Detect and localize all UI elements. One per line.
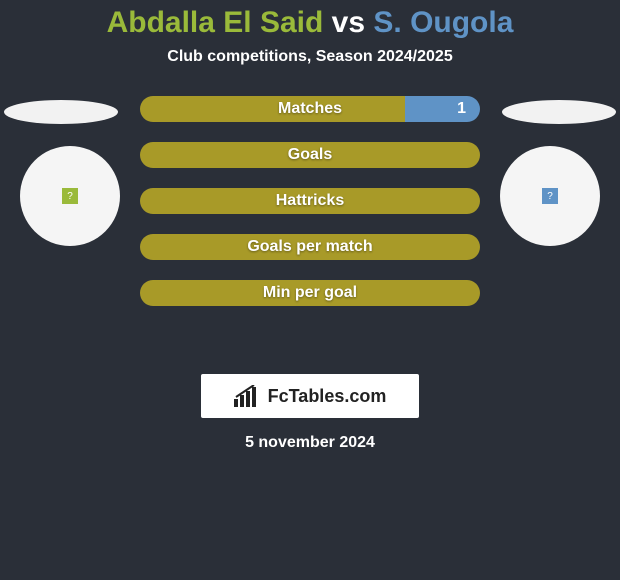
title-player2: S. Ougola — [373, 6, 513, 39]
brand-text: FcTables.com — [268, 386, 387, 407]
stat-bars: 1 Matches Goals Hattricks Goals per matc… — [140, 96, 480, 326]
player1-badge: ? — [62, 188, 78, 204]
comparison-stage: ? ? 1 Matches Goals Hattricks — [0, 96, 620, 356]
ellipse-left — [4, 100, 118, 124]
title-vs: vs — [332, 6, 365, 39]
stat-row: Min per goal — [140, 280, 480, 306]
brand-box: FcTables.com — [201, 374, 419, 418]
stat-row: Goals per match — [140, 234, 480, 260]
stat-label: Min per goal — [140, 280, 480, 306]
stat-row: Goals — [140, 142, 480, 168]
subtitle: Club competitions, Season 2024/2025 — [0, 48, 620, 66]
player2-avatar: ? — [500, 146, 600, 246]
comparison-title: Abdalla El Said vs S. Ougola — [0, 0, 620, 40]
stat-label: Matches — [140, 96, 480, 122]
stat-label: Goals — [140, 142, 480, 168]
player1-avatar: ? — [20, 146, 120, 246]
stat-row: 1 Matches — [140, 96, 480, 122]
stat-label: Goals per match — [140, 234, 480, 260]
brand-logo-icon — [234, 385, 262, 407]
ellipse-right — [502, 100, 616, 124]
player2-badge: ? — [542, 188, 558, 204]
date-text: 5 november 2024 — [0, 434, 620, 452]
stat-row: Hattricks — [140, 188, 480, 214]
stat-label: Hattricks — [140, 188, 480, 214]
title-player1: Abdalla El Said — [107, 6, 324, 39]
